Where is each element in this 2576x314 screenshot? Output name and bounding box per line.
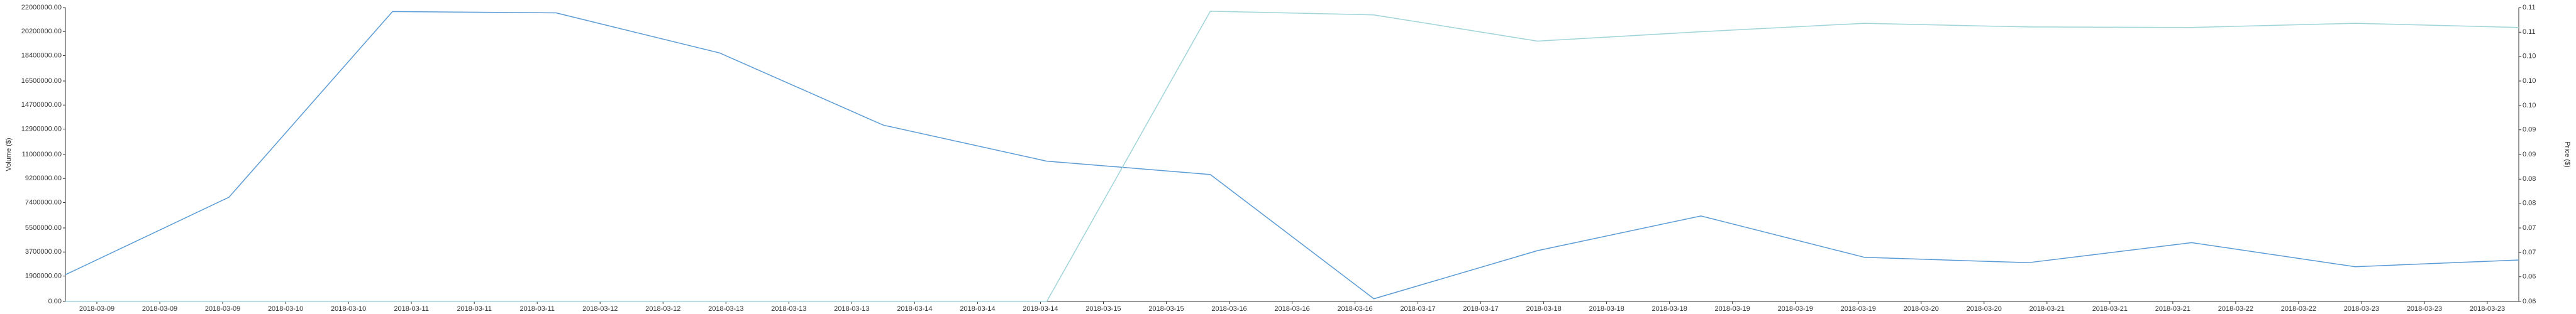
x-tick-label: 2018-03-13 (834, 305, 869, 313)
x-tick-label: 2018-03-22 (2281, 305, 2316, 313)
x-tick-label: 2018-03-10 (331, 305, 366, 313)
x-tick-label: 2018-03-21 (2155, 305, 2190, 313)
x-tick-label: 2018-03-23 (2407, 305, 2442, 313)
x-tick-label: 2018-03-19 (1715, 305, 1750, 313)
y-tick-label: 5500000.00 (25, 224, 62, 232)
x-tick-label: 2018-03-11 (519, 305, 554, 313)
x-tick-label: 2018-03-23 (2344, 305, 2379, 313)
x-tick-label: 2018-03-19 (1778, 305, 1813, 313)
y2-tick-label: 0.08 (2523, 200, 2536, 207)
y2-tick-label: 0.09 (2523, 151, 2536, 158)
y2-tick-label: 0.06 (2523, 298, 2536, 305)
y-tick-label: 12900000.00 (21, 125, 62, 133)
y2-axis-title: Price ($) (2563, 141, 2571, 168)
y-tick-label: 9200000.00 (25, 175, 62, 182)
x-tick-label: 2018-03-18 (1589, 305, 1624, 313)
y-tick-label: 22000000.00 (21, 4, 62, 11)
line (65, 11, 2519, 302)
x-tick-label: 2018-03-16 (1211, 305, 1246, 313)
y-tick-label: 11000000.00 (22, 151, 62, 158)
y2-tick-label: 0.06 (2523, 273, 2536, 281)
x-tick-label: 2018-03-13 (708, 305, 743, 313)
x-tick-label: 2018-03-20 (1904, 305, 1939, 313)
x-tick-label: 2018-03-20 (1967, 305, 2002, 313)
x-tick-label: 2018-03-14 (1023, 305, 1058, 313)
y2-tick-label: 0.10 (2523, 102, 2536, 109)
x-tick-label: 2018-03-23 (2470, 305, 2505, 313)
x-tick-label: 2018-03-09 (142, 305, 177, 313)
x-tick-label: 2018-03-21 (2029, 305, 2065, 313)
y-tick-label: 16500000.00 (21, 77, 62, 85)
x-tick-label: 2018-03-16 (1337, 305, 1372, 313)
x-tick-label: 2018-03-19 (1841, 305, 1876, 313)
x-tick-label: 2018-03-15 (1148, 305, 1184, 313)
x-tick-label: 2018-03-18 (1652, 305, 1687, 313)
y2-tick-label: 0.08 (2523, 175, 2536, 183)
y2-tick-label: 0.07 (2523, 249, 2536, 256)
x-tick-label: 2018-03-17 (1463, 305, 1498, 313)
x-tick-label: 2018-03-12 (582, 305, 618, 313)
x-tick-label: 2018-03-16 (1274, 305, 1309, 313)
y2-tick-label: 0.07 (2523, 224, 2536, 232)
x-tick-label: 2018-03-22 (2218, 305, 2253, 313)
x-tick-label: 2018-03-12 (645, 305, 680, 313)
y-tick-label: 20200000.00 (21, 28, 62, 35)
x-tick-label: 2018-03-11 (394, 305, 428, 313)
x-tick-label: 2018-03-09 (79, 305, 114, 313)
y-tick-label: 7400000.00 (25, 198, 62, 206)
x-tick-label: 2018-03-10 (268, 305, 303, 313)
y-tick-label: 0.00 (48, 298, 62, 305)
y2-tick-label: 0.10 (2523, 77, 2536, 85)
x-tick-label: 2018-03-15 (1085, 305, 1121, 313)
y-tick-label: 3700000.00 (25, 248, 62, 256)
x-tick-label: 2018-03-17 (1400, 305, 1435, 313)
y2-tick-label: 0.11 (2523, 28, 2536, 36)
x-tick-label: 2018-03-13 (771, 305, 806, 313)
y2-tick-label: 0.11 (2523, 4, 2536, 11)
x-tick-label: 2018-03-18 (1526, 305, 1561, 313)
x-tick-label: 2018-03-14 (960, 305, 995, 313)
y-axis-title: Volume ($) (5, 138, 13, 171)
x-tick-label: 2018-03-09 (205, 305, 240, 313)
line (65, 11, 2519, 300)
x-tick-label: 2018-03-11 (457, 305, 491, 313)
x-tick-label: 2018-03-14 (897, 305, 932, 313)
y-tick-label: 14700000.00 (21, 101, 62, 109)
y2-tick-label: 0.10 (2523, 53, 2536, 60)
x-tick-label: 2018-03-21 (2092, 305, 2128, 313)
y2-tick-label: 0.09 (2523, 126, 2536, 134)
y-tick-label: 1900000.00 (25, 272, 62, 279)
y-tick-label: 18400000.00 (21, 51, 62, 59)
